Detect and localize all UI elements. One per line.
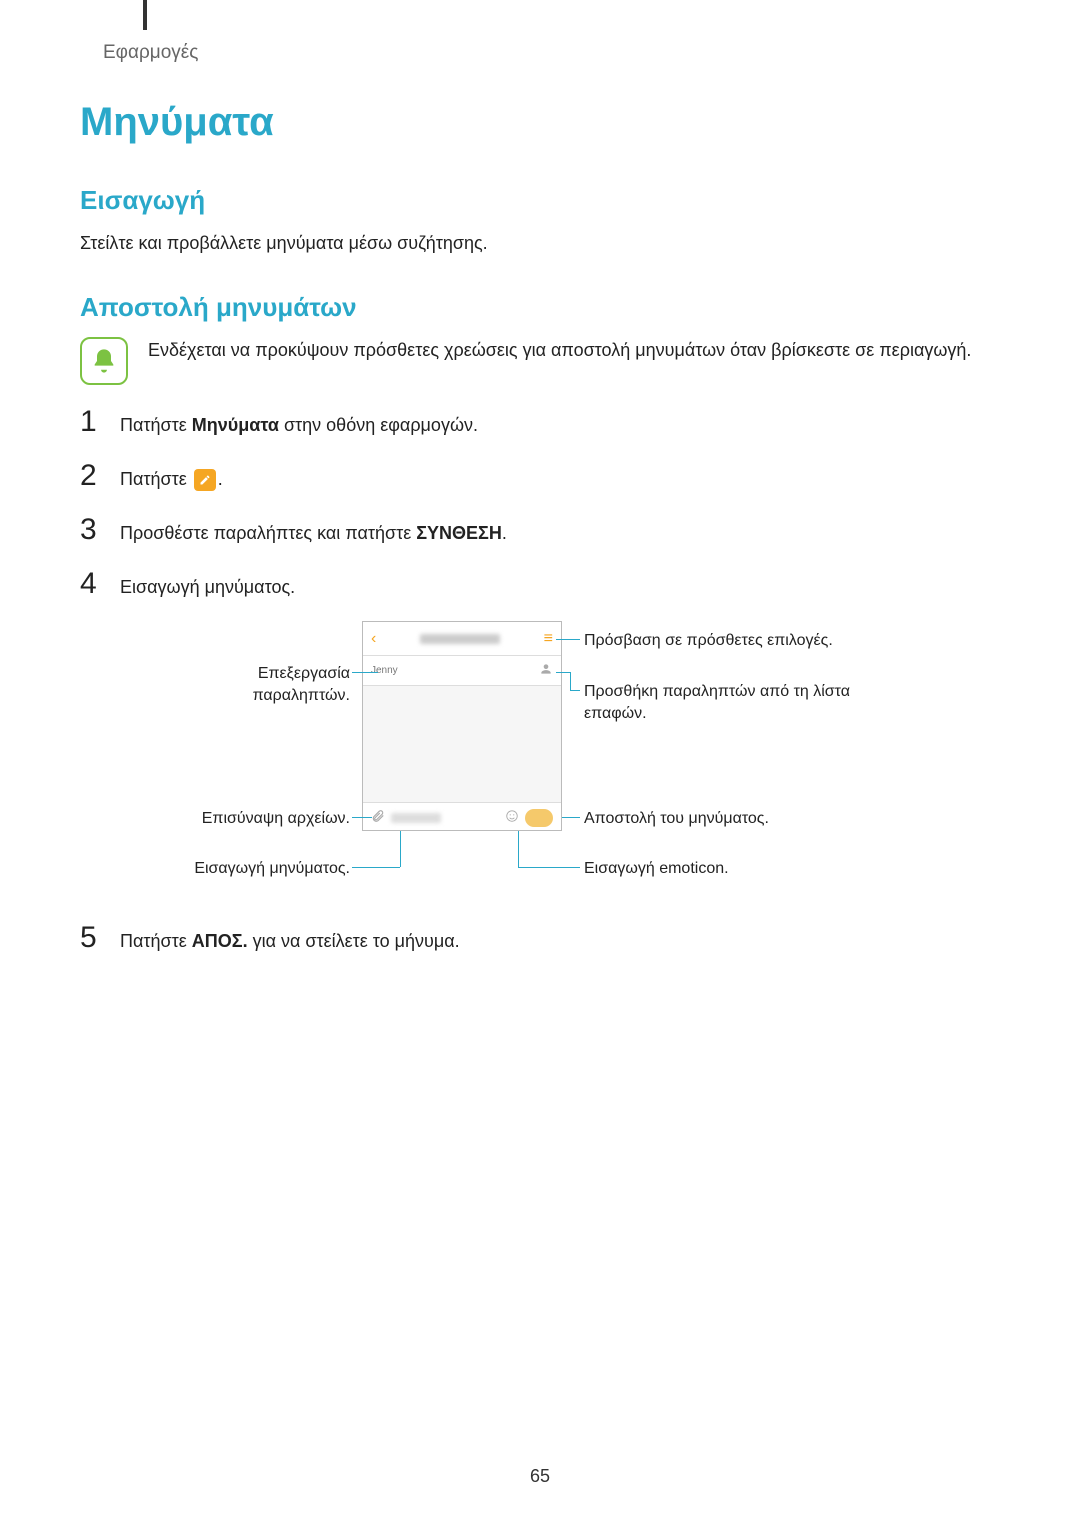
step-3-bold: ΣΥΝΘΕΣΗ — [416, 523, 502, 543]
phone-title-blur — [420, 634, 500, 644]
phone-footer — [363, 802, 561, 832]
step-5-pre: Πατήστε — [120, 931, 192, 951]
diagram: ‹ ≡ Jenny — [80, 621, 1000, 901]
compose-icon — [194, 469, 216, 491]
callout-contacts: Προσθήκη παραληπτών από τη λίστα επαφών. — [584, 681, 864, 724]
callout-input: Εισαγωγή μηνύματος. — [190, 858, 350, 880]
step-4: 4 Εισαγωγή μηνύματος. — [80, 567, 1000, 601]
callout-line — [352, 867, 400, 868]
main-content: Μηνύματα Εισαγωγή Στείλτε και προβάλλετε… — [80, 100, 1000, 975]
step-text: Εισαγωγή μηνύματος. — [120, 574, 295, 600]
menu-icon: ≡ — [544, 630, 553, 648]
callout-emoji: Εισαγωγή emoticon. — [584, 858, 784, 880]
phone-body — [363, 686, 561, 802]
step-1: 1 Πατήστε Μηνύματα στην οθόνη εφαρμογών. — [80, 405, 1000, 439]
callout-line — [570, 690, 580, 691]
step-text: Πατήστε Μηνύματα στην οθόνη εφαρμογών. — [120, 412, 478, 438]
phone-input-blur — [391, 813, 441, 823]
page-title: Μηνύματα — [80, 100, 1000, 145]
step-5: 5 Πατήστε ΑΠΟΣ. για να στείλετε το μήνυμ… — [80, 921, 1000, 955]
section-intro-text: Στείλτε και προβάλλετε μηνύματα μέσω συζ… — [80, 230, 1000, 256]
step-1-pre: Πατήστε — [120, 415, 192, 435]
recipient-name: Jenny — [371, 665, 398, 676]
step-number: 1 — [80, 405, 102, 439]
callout-line — [518, 831, 519, 867]
contact-icon — [539, 662, 553, 679]
callout-edit-recipients: Επεξεργασία παραληπτών. — [158, 663, 350, 706]
step-5-bold: ΑΠΟΣ. — [192, 931, 248, 951]
step-number: 2 — [80, 459, 102, 493]
breadcrumb: Εφαρμογές — [103, 42, 198, 64]
note-icon — [80, 337, 128, 385]
callout-line — [352, 672, 378, 673]
step-number: 5 — [80, 921, 102, 955]
step-number: 4 — [80, 567, 102, 601]
note-row: Ενδέχεται να προκύψουν πρόσθετες χρεώσει… — [80, 337, 1000, 385]
step-text: Πατήστε . — [120, 466, 223, 492]
section-intro-title: Εισαγωγή — [80, 185, 1000, 216]
steps-list: 1 Πατήστε Μηνύματα στην οθόνη εφαρμογών.… — [80, 405, 1000, 955]
callout-line — [556, 672, 570, 673]
phone-mock: ‹ ≡ Jenny — [362, 621, 562, 831]
step-1-bold: Μηνύματα — [192, 415, 279, 435]
step-3-post: . — [502, 523, 507, 543]
phone-recipient-row: Jenny — [363, 656, 561, 686]
callout-line — [556, 639, 580, 640]
step-number: 3 — [80, 513, 102, 547]
callout-attach: Επισύναψη αρχείων. — [198, 808, 350, 830]
callout-line — [352, 817, 372, 818]
emoji-icon — [505, 809, 519, 826]
callout-send: Αποστολή του μηνύματος. — [584, 808, 804, 830]
step-3-pre: Προσθέστε παραλήπτες και πατήστε — [120, 523, 416, 543]
page-number: 65 — [0, 1466, 1080, 1487]
back-icon: ‹ — [371, 630, 376, 648]
send-button — [525, 809, 553, 827]
bell-icon — [90, 347, 118, 375]
callout-line — [570, 672, 571, 690]
step-text: Προσθέστε παραλήπτες και πατήστε ΣΥΝΘΕΣΗ… — [120, 520, 507, 546]
callout-line — [400, 831, 401, 867]
section-send-title: Αποστολή μηνυμάτων — [80, 292, 1000, 323]
step-2-post: . — [218, 469, 223, 489]
step-5-post: για να στείλετε το μήνυμα. — [248, 931, 460, 951]
attach-icon — [371, 809, 385, 826]
phone-header: ‹ ≡ — [363, 622, 561, 656]
step-1-post: στην οθόνη εφαρμογών. — [279, 415, 478, 435]
step-text: Πατήστε ΑΠΟΣ. για να στείλετε το μήνυμα. — [120, 928, 460, 954]
step-2-pre: Πατήστε — [120, 469, 192, 489]
callout-options: Πρόσβαση σε πρόσθετες επιλογές. — [584, 630, 844, 652]
callout-line — [562, 817, 580, 818]
step-2: 2 Πατήστε . — [80, 459, 1000, 493]
callout-line — [518, 867, 580, 868]
step-3: 3 Προσθέστε παραλήπτες και πατήστε ΣΥΝΘΕ… — [80, 513, 1000, 547]
note-text: Ενδέχεται να προκύψουν πρόσθετες χρεώσει… — [148, 337, 971, 363]
page-margin-bar — [143, 0, 147, 30]
